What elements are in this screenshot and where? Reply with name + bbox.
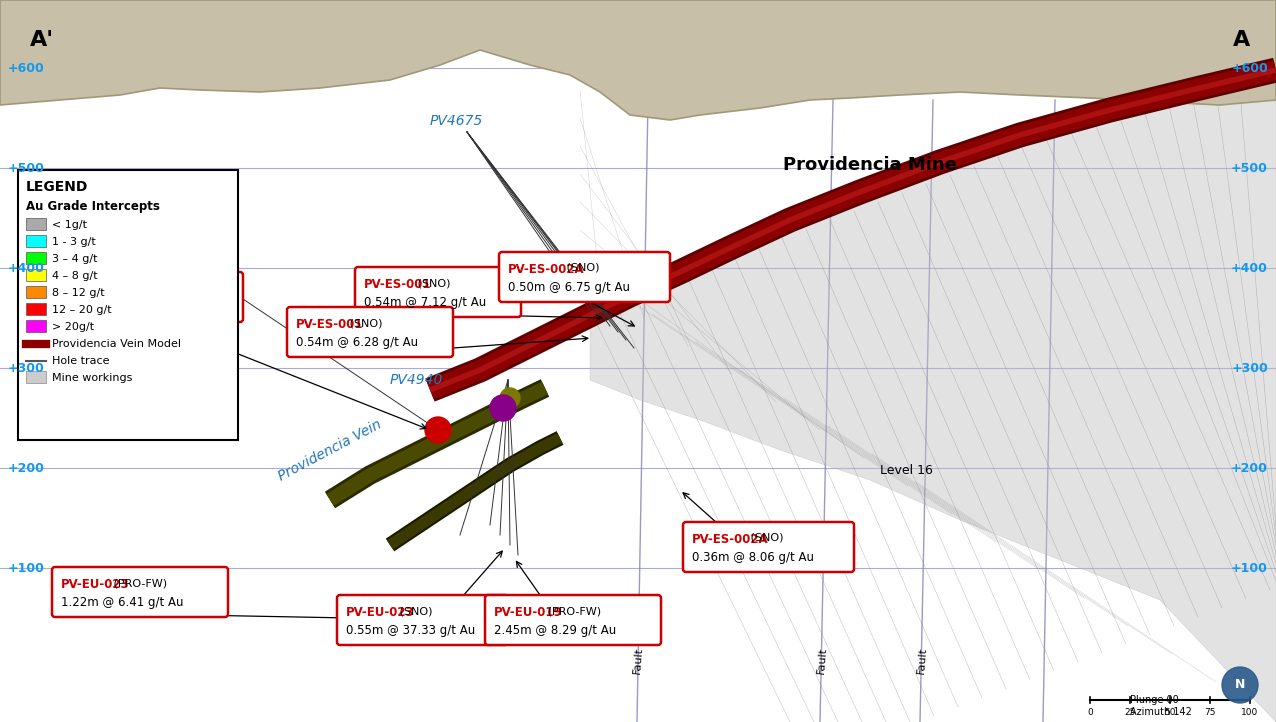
Polygon shape [0,0,1276,120]
Circle shape [425,417,450,443]
Text: (PRO-FW): (PRO-FW) [544,606,601,616]
Circle shape [1222,667,1258,703]
FancyBboxPatch shape [26,235,46,247]
FancyBboxPatch shape [26,303,46,315]
Text: A': A' [31,30,54,50]
Text: 0.32m @ 18.67 g/t Au: 0.32m @ 18.67 g/t Au [66,301,195,314]
FancyBboxPatch shape [26,218,46,230]
Text: 4 – 8 g/t: 4 – 8 g/t [52,271,98,281]
Text: Level 16: Level 16 [880,464,933,477]
Text: PV-EU-019: PV-EU-019 [494,606,563,619]
Text: PV4675: PV4675 [430,114,484,128]
Text: 25: 25 [1124,708,1136,717]
Text: 50: 50 [1164,708,1175,717]
Text: 0: 0 [1087,708,1092,717]
Text: (PRO-FW): (PRO-FW) [111,578,167,588]
FancyBboxPatch shape [499,252,670,302]
Text: > 20g/t: > 20g/t [52,322,94,332]
Text: Plunge 00
Azimuth 142: Plunge 00 Azimuth 142 [1131,695,1192,717]
Text: +400: +400 [8,261,45,274]
Text: Fault: Fault [632,646,644,674]
FancyBboxPatch shape [355,267,521,317]
Text: (SNO): (SNO) [746,533,783,543]
FancyBboxPatch shape [26,252,46,264]
Text: PV-EU-023: PV-EU-023 [346,606,415,619]
Text: 0.50m @ 6.75 g/t Au: 0.50m @ 6.75 g/t Au [508,281,630,294]
Text: 0.55m @ 37.33 g/t Au: 0.55m @ 37.33 g/t Au [346,624,475,637]
Text: 0.54m @ 7.12 g/t Au: 0.54m @ 7.12 g/t Au [364,296,486,309]
Text: Providencia Mine: Providencia Mine [783,156,957,174]
Text: Fault: Fault [815,646,828,674]
FancyBboxPatch shape [26,320,46,332]
Text: PV-ES-002A: PV-ES-002A [508,263,584,276]
Text: 0.36m @ 8.06 g/t Au: 0.36m @ 8.06 g/t Au [692,551,814,564]
Text: 1.22m @ 6.41 g/t Au: 1.22m @ 6.41 g/t Au [61,596,184,609]
Text: +500: +500 [8,162,45,175]
Text: A: A [1233,30,1250,50]
FancyBboxPatch shape [683,522,854,572]
Text: PV-EU-020: PV-EU-020 [66,283,135,296]
FancyBboxPatch shape [57,272,242,322]
Text: (PRO-FW): (PRO-FW) [116,283,172,293]
Text: (SNO): (SNO) [563,263,600,273]
FancyBboxPatch shape [26,286,46,298]
Text: +600: +600 [1231,61,1268,74]
Text: 2.45m @ 8.29 g/t Au: 2.45m @ 8.29 g/t Au [494,624,616,637]
Text: 100: 100 [1242,708,1258,717]
Text: PV-ES-002A: PV-ES-002A [692,533,768,546]
Text: 12 – 20 g/t: 12 – 20 g/t [52,305,111,315]
Circle shape [490,395,516,421]
Text: PV-ES-001: PV-ES-001 [296,318,364,331]
Text: Fault: Fault [916,646,928,674]
Text: Au Grade Intercepts: Au Grade Intercepts [26,200,160,213]
FancyBboxPatch shape [26,371,46,383]
Text: +300: +300 [1231,362,1268,375]
Text: (SNO): (SNO) [396,606,433,616]
Text: Mine workings: Mine workings [52,373,133,383]
Text: N: N [1235,679,1245,692]
Text: PV-ES-001: PV-ES-001 [364,278,431,291]
Text: +100: +100 [1231,562,1268,575]
Polygon shape [590,72,1276,722]
Circle shape [500,388,521,408]
Text: +500: +500 [1231,162,1268,175]
Text: +100: +100 [8,562,45,575]
Text: 0.54m @ 6.28 g/t Au: 0.54m @ 6.28 g/t Au [296,336,419,349]
FancyBboxPatch shape [337,595,508,645]
Text: (SNO): (SNO) [346,318,382,328]
Text: (SNO): (SNO) [413,278,450,288]
FancyBboxPatch shape [485,595,661,645]
FancyBboxPatch shape [26,269,46,281]
Text: 3 – 4 g/t: 3 – 4 g/t [52,254,97,264]
Text: +400: +400 [1231,261,1268,274]
Text: Providencia Vein: Providencia Vein [276,417,384,483]
Text: LEGEND: LEGEND [26,180,88,194]
FancyBboxPatch shape [287,307,453,357]
Text: Providencia Vein Model: Providencia Vein Model [52,339,181,349]
FancyBboxPatch shape [52,567,228,617]
Text: 1 - 3 g/t: 1 - 3 g/t [52,237,96,247]
Text: +200: +200 [1231,461,1268,474]
FancyBboxPatch shape [18,170,239,440]
Text: PV4940: PV4940 [390,373,443,387]
Text: Hole trace: Hole trace [52,356,110,366]
Text: +600: +600 [8,61,45,74]
Text: 8 – 12 g/t: 8 – 12 g/t [52,288,105,298]
Text: PV-EU-023: PV-EU-023 [61,578,130,591]
Text: 75: 75 [1205,708,1216,717]
Text: +300: +300 [8,362,45,375]
Text: < 1g/t: < 1g/t [52,220,87,230]
Text: +200: +200 [8,461,45,474]
